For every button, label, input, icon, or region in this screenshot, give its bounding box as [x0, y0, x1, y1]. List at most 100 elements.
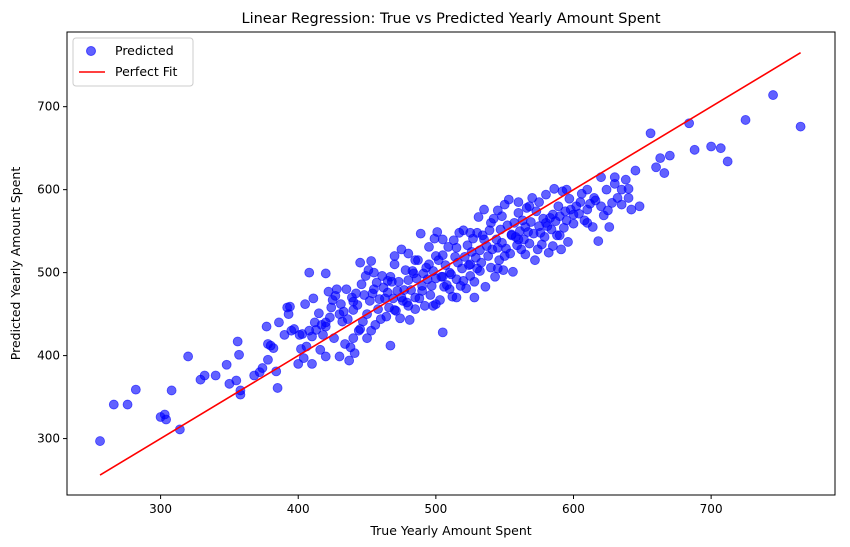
scatter-point — [161, 414, 171, 425]
x-tick-label: 400 — [287, 502, 310, 516]
scatter-point — [369, 267, 379, 278]
y-axis-ticks: 300 400 500 600 700 — [37, 100, 67, 446]
scatter-point — [486, 217, 496, 228]
scatter-point — [342, 314, 353, 324]
scatter-point — [437, 234, 448, 245]
scatter-point — [564, 193, 575, 204]
scatter-point — [497, 211, 507, 222]
perfect-fit-line — [99, 52, 802, 476]
scatter-point — [425, 290, 436, 300]
scatter-point — [480, 281, 491, 292]
scatter-point — [554, 230, 565, 241]
scatter-point — [547, 209, 558, 220]
scatter-point — [476, 257, 487, 268]
scatter-point — [320, 351, 331, 362]
scatter-point — [304, 267, 315, 278]
scatter-point — [556, 244, 567, 255]
chart-title: Linear Regression: True vs Predicted Yea… — [241, 11, 660, 27]
scatter-point — [469, 276, 480, 287]
scatter-point — [231, 375, 242, 386]
legend-label-predicted: Predicted — [115, 43, 174, 58]
scatter-point — [166, 385, 177, 396]
scatter-point — [320, 268, 331, 279]
scatter-point — [404, 315, 415, 325]
scatter-point — [272, 383, 283, 393]
scatter-point — [183, 351, 194, 362]
x-tick-label: 700 — [700, 502, 723, 516]
scatter-point — [651, 162, 661, 173]
scatter-point — [199, 370, 210, 381]
scatter-point — [334, 351, 345, 362]
scatter-point — [308, 293, 319, 304]
scatter-point — [626, 204, 637, 215]
scatter-point — [524, 238, 535, 249]
scatter-point — [403, 248, 414, 259]
scatter-point — [403, 300, 414, 311]
scatter-point — [210, 370, 221, 381]
scatter-point — [432, 227, 443, 237]
scatter-point — [355, 257, 366, 268]
scatter-point — [362, 333, 372, 344]
scatter-point — [620, 174, 631, 185]
scatter-point — [411, 273, 422, 284]
scatter-point — [616, 184, 627, 195]
scatter-point — [547, 241, 558, 251]
scatter-points — [95, 90, 806, 446]
scatter-point — [604, 222, 615, 232]
scatter-point — [513, 207, 524, 218]
scatter-point — [473, 212, 484, 222]
scatter-point — [655, 153, 666, 164]
scatter-point — [285, 301, 295, 312]
scatter-point — [395, 313, 405, 324]
scatter-point — [344, 355, 355, 366]
scatter-point — [437, 327, 448, 338]
scatter-point — [520, 222, 531, 232]
scatter-point — [221, 359, 232, 370]
y-tick-label: 300 — [37, 432, 60, 446]
legend-box — [72, 37, 194, 87]
scatter-point — [385, 340, 396, 351]
x-tick-label: 300 — [149, 502, 172, 516]
scatter-point — [490, 271, 500, 282]
scatter-point — [122, 399, 133, 410]
scatter-point — [530, 255, 540, 266]
y-tick-label: 600 — [37, 183, 60, 197]
scatter-point — [524, 201, 535, 212]
scatter-point — [315, 344, 326, 355]
scatter-point — [382, 276, 393, 286]
scatter-point — [334, 309, 345, 320]
scatter-point — [424, 242, 434, 252]
scatter-point — [274, 317, 284, 328]
scatter-point — [428, 300, 439, 311]
scatter-point — [356, 279, 367, 290]
scatter-point — [371, 277, 382, 288]
scatter-point — [341, 284, 352, 295]
scatter-point — [261, 321, 272, 332]
scatter-point — [417, 285, 427, 296]
legend-marker-predicted — [86, 46, 96, 56]
scatter-point — [623, 193, 634, 203]
scatter-point — [389, 259, 400, 270]
scatter-point — [307, 358, 317, 369]
scatter-point — [541, 217, 551, 228]
scatter-point — [389, 251, 400, 261]
scatter-point — [664, 150, 675, 161]
scatter-point — [130, 384, 141, 395]
scatter-point — [601, 184, 612, 195]
scatter-point — [410, 292, 421, 303]
scatter-point — [320, 317, 331, 328]
scatter-point — [503, 194, 514, 205]
scatter-point — [351, 288, 361, 299]
scatter-point — [539, 232, 550, 242]
scatter-point — [475, 266, 485, 276]
scatter-point — [603, 205, 613, 216]
scatter-point — [410, 255, 421, 266]
scatter-point — [366, 256, 377, 266]
scatter-point — [479, 204, 489, 215]
scatter-point — [469, 292, 480, 303]
scatter-point — [458, 276, 469, 286]
scatter-point — [444, 284, 455, 295]
y-tick-label: 500 — [37, 266, 60, 280]
scatter-point — [634, 201, 645, 212]
scatter-point — [506, 230, 517, 241]
